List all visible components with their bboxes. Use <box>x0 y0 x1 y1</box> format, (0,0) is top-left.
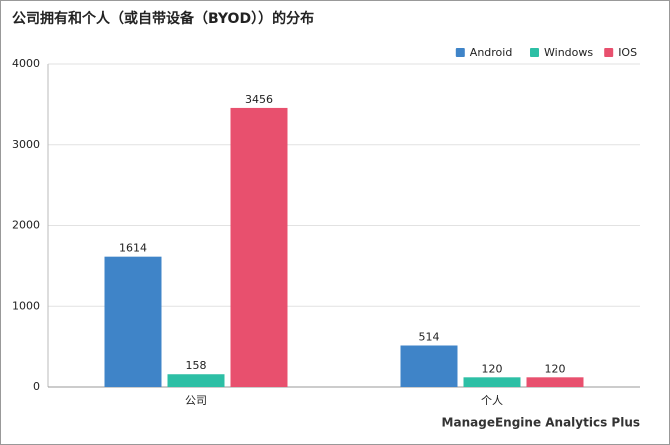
legend-swatch <box>604 48 614 57</box>
value-label: 120 <box>545 362 566 375</box>
y-tick-label: 1000 <box>12 299 40 312</box>
branding: ManageEngine Analytics Plus <box>442 416 640 430</box>
legend-swatch <box>530 48 539 57</box>
bar <box>463 377 521 387</box>
bar <box>230 107 288 387</box>
y-tick-label: 0 <box>33 380 40 393</box>
legend-label: Windows <box>544 46 593 59</box>
value-label: 158 <box>186 359 207 372</box>
value-label: 1614 <box>119 242 147 255</box>
value-label: 120 <box>482 362 503 375</box>
chart-title: 公司拥有和个人（或自带设备（BYOD））的分布 <box>12 10 314 27</box>
y-tick-label: 3000 <box>12 138 40 151</box>
y-tick-label: 2000 <box>12 219 40 232</box>
x-tick-label: 公司 <box>185 394 207 407</box>
legend-label: Android <box>470 46 513 59</box>
legend-label: IOS <box>618 46 637 59</box>
legend-swatch <box>455 48 465 57</box>
x-tick-label: 个人 <box>481 394 503 407</box>
bar <box>526 377 584 387</box>
value-label: 514 <box>419 330 440 343</box>
bar <box>104 256 162 387</box>
value-label: 3456 <box>245 93 273 106</box>
bar <box>400 345 458 387</box>
bar <box>167 374 225 387</box>
y-tick-label: 4000 <box>12 57 40 70</box>
